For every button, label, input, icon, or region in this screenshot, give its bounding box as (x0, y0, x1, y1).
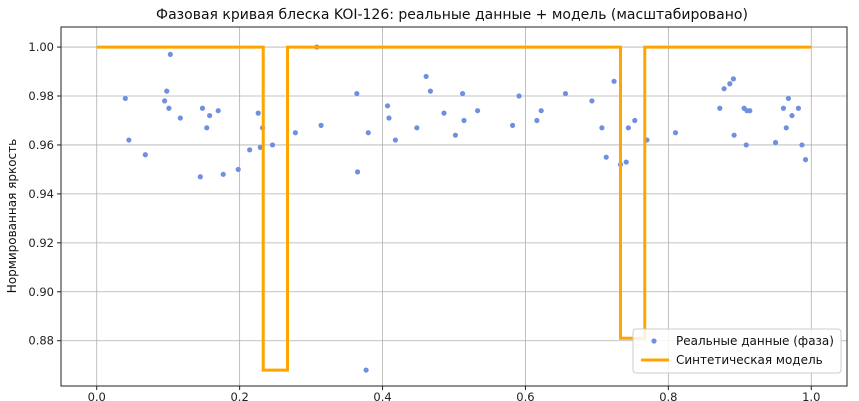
scatter-point (177, 115, 183, 121)
scatter-point (441, 110, 447, 116)
scatter-point (721, 86, 727, 92)
scatter-point (603, 154, 609, 160)
scatter-series (122, 44, 809, 373)
scatter-point (354, 169, 361, 175)
scatter-point (743, 142, 749, 148)
chart-title: Фазовая кривая блеска KOI-126: реальные … (156, 7, 748, 23)
scatter-point (354, 90, 360, 97)
x-tick-label: 0.0 (88, 390, 106, 401)
scatter-point (220, 171, 226, 177)
legend: Реальные данные (фаза) Синтетическая моде… (632, 328, 842, 374)
y-tick-label: 0.92 (28, 236, 54, 250)
scatter-point (780, 105, 787, 111)
plot-frame (60, 26, 848, 387)
scatter-point (199, 105, 206, 111)
scatter-point (474, 108, 481, 114)
scatter-point (731, 132, 737, 138)
scatter-point (562, 90, 569, 97)
legend-scatter-marker (651, 338, 657, 344)
legend-box (632, 328, 842, 374)
scatter-point (538, 108, 544, 114)
scatter-point (452, 132, 459, 138)
scatter-point (625, 125, 631, 131)
scatter-point (459, 90, 466, 97)
scatter-point (785, 95, 792, 102)
scatter-point (672, 130, 679, 136)
scatter-point (509, 122, 516, 128)
scatter-point (122, 95, 128, 102)
scatter-point (799, 142, 805, 148)
scatter-point (623, 159, 629, 165)
x-tick-label: 0.4 (373, 390, 391, 401)
legend-model-label: Синтетическая модель (676, 353, 823, 367)
y-tick-label: 0.88 (28, 334, 54, 348)
x-tick-label: 1.0 (802, 390, 820, 401)
scatter-point (215, 108, 221, 114)
scatter-point (363, 367, 369, 373)
y-tick-label: 0.98 (28, 89, 54, 103)
scatter-point (255, 110, 261, 116)
scatter-point (257, 144, 263, 151)
scatter-point (386, 115, 392, 121)
scatter-point (164, 88, 170, 94)
scatter-point (747, 108, 753, 114)
y-axis-label: Нормированная яркость (5, 139, 19, 293)
scatter-point (427, 88, 434, 94)
scatter-point (795, 105, 802, 111)
plot-area (96, 44, 812, 373)
x-tick-label: 0.6 (516, 390, 534, 401)
model-line (96, 45, 812, 372)
scatter-point (599, 125, 605, 131)
scatter-point (802, 157, 809, 163)
y-tick-label: 0.90 (28, 285, 54, 299)
x-tick-label: 0.8 (659, 390, 677, 401)
scatter-point (126, 137, 132, 143)
scatter-point (235, 166, 241, 173)
scatter-point (292, 130, 298, 136)
scatter-point (392, 137, 399, 143)
scatter-point (589, 98, 595, 104)
scatter-point (142, 152, 148, 158)
scatter-point (717, 105, 723, 111)
scatter-point (461, 117, 467, 124)
scatter-point (166, 105, 172, 111)
scatter-point (167, 51, 173, 58)
scatter-point (783, 125, 789, 131)
y-tick-label: 0.96 (28, 138, 54, 152)
scatter-point (197, 174, 203, 180)
scatter-point (423, 73, 429, 80)
scatter-point (772, 139, 779, 146)
scatter-point (162, 98, 168, 104)
y-tick-label: 0.94 (28, 187, 54, 201)
x-tick-label: 0.2 (230, 390, 248, 401)
scatter-point (516, 93, 522, 99)
scatter-point (204, 125, 210, 131)
scatter-point (247, 147, 253, 153)
scatter-point (730, 76, 736, 82)
scatter-point (611, 78, 617, 84)
axis-ticks: 0.0 0.2 0.4 0.6 0.8 1.0 0.88 0.90 0.92 0.94 0.96 0.… (28, 40, 820, 401)
scatter-point (534, 117, 540, 124)
scatter-point (414, 125, 420, 131)
scatter-point (727, 81, 733, 87)
scatter-point (318, 122, 324, 128)
scatter-point (384, 103, 391, 109)
scatter-point (789, 112, 795, 119)
scatter-point (269, 142, 276, 148)
y-tick-label: 1.00 (28, 40, 54, 54)
scatter-point (632, 117, 638, 124)
scatter-point (365, 130, 371, 136)
legend-scatter-label: Реальные данные (фаза) (676, 334, 834, 348)
scatter-point (207, 112, 213, 119)
